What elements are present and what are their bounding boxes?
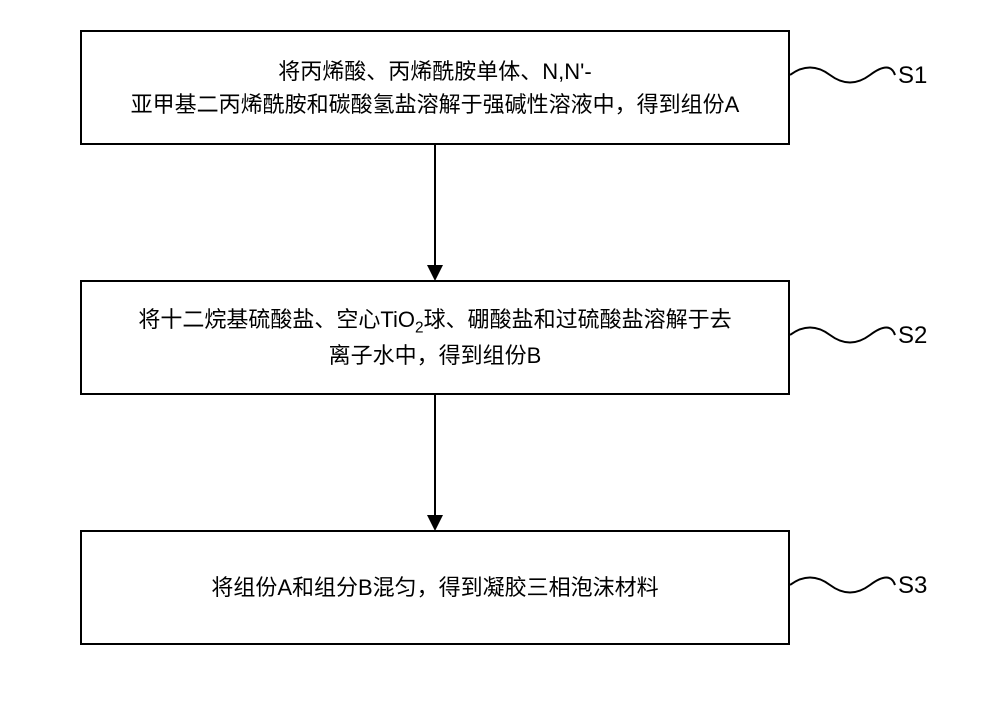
step-text-s2: 将十二烷基硫酸盐、空心TiO2球、硼酸盐和过硫酸盐溶解于去 离子水中，得到组份B (138, 303, 731, 373)
flowchart-container: 将丙烯酸、丙烯酰胺单体、N,N'- 亚甲基二丙烯酰胺和碳酸氢盐溶解于强碱性溶液中… (0, 0, 1000, 710)
step-box-s2: 将十二烷基硫酸盐、空心TiO2球、硼酸盐和过硫酸盐溶解于去 离子水中，得到组份B (80, 280, 790, 395)
arrow-head-2 (427, 515, 443, 531)
step-s2-line2: 离子水中，得到组份B (329, 343, 542, 368)
step-label-s1: S1 (898, 62, 927, 90)
step-text-s1: 将丙烯酸、丙烯酰胺单体、N,N'- 亚甲基二丙烯酰胺和碳酸氢盐溶解于强碱性溶液中… (131, 55, 740, 121)
arrow-head-1 (427, 265, 443, 281)
step-text-s3: 将组份A和组分B混匀，得到凝胶三相泡沫材料 (211, 571, 658, 604)
step-box-s3: 将组份A和组分B混匀，得到凝胶三相泡沫材料 (80, 530, 790, 645)
wavy-connector-s3 (790, 565, 898, 605)
step-s1-line2: 亚甲基二丙烯酰胺和碳酸氢盐溶解于强碱性溶液中，得到组份A (131, 92, 740, 117)
step-label-s2: S2 (898, 322, 927, 350)
step-s2-line1: 将十二烷基硫酸盐、空心TiO2球、硼酸盐和过硫酸盐溶解于去 (138, 307, 731, 332)
step-s3-line1: 将组份A和组分B混匀，得到凝胶三相泡沫材料 (211, 575, 658, 600)
step-label-s3: S3 (898, 572, 927, 600)
wavy-connector-s1 (790, 55, 898, 95)
step-box-s1: 将丙烯酸、丙烯酰胺单体、N,N'- 亚甲基二丙烯酰胺和碳酸氢盐溶解于强碱性溶液中… (80, 30, 790, 145)
arrow-line-1 (434, 145, 436, 265)
step-s1-line1: 将丙烯酸、丙烯酰胺单体、N,N'- (278, 59, 591, 84)
arrow-line-2 (434, 395, 436, 515)
wavy-connector-s2 (790, 315, 898, 355)
